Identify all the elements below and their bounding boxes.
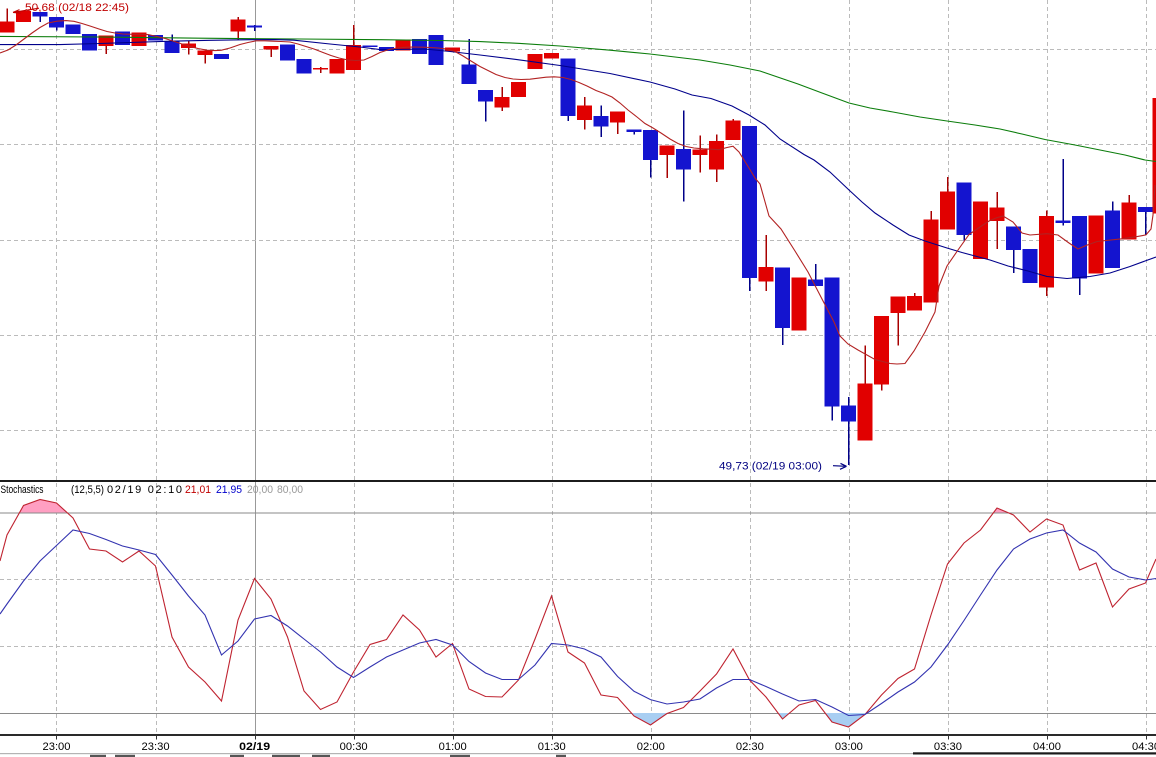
svg-text:23:30: 23:30: [142, 741, 170, 753]
svg-text:Stochastics: Stochastics: [1, 484, 44, 496]
svg-text:04:00: 04:00: [1033, 741, 1061, 753]
svg-text:01:30: 01:30: [538, 741, 566, 753]
svg-text:02/19: 02/19: [239, 741, 270, 753]
svg-text:02:30: 02:30: [736, 741, 764, 753]
svg-text:03:30: 03:30: [934, 741, 962, 753]
svg-text:49,73 (02/19 03:00): 49,73 (02/19 03:00): [719, 460, 822, 472]
svg-text:23:00: 23:00: [43, 741, 71, 753]
svg-text:80,00: 80,00: [277, 484, 303, 496]
svg-text:02:00: 02:00: [637, 741, 665, 753]
svg-text:21,01: 21,01: [185, 484, 211, 496]
svg-text:(12,5,5): (12,5,5): [71, 484, 104, 496]
svg-text:20,00: 20,00: [247, 484, 273, 496]
svg-text:00:30: 00:30: [340, 741, 368, 753]
svg-text:50,68 (02/18 22:45): 50,68 (02/18 22:45): [25, 2, 129, 14]
svg-text:04:30: 04:30: [1132, 741, 1156, 753]
svg-text:01:00: 01:00: [439, 741, 467, 753]
svg-text:21,95: 21,95: [216, 484, 242, 496]
svg-text:02/19 02:10: 02/19 02:10: [107, 484, 182, 496]
svg-text:03:00: 03:00: [835, 741, 863, 753]
